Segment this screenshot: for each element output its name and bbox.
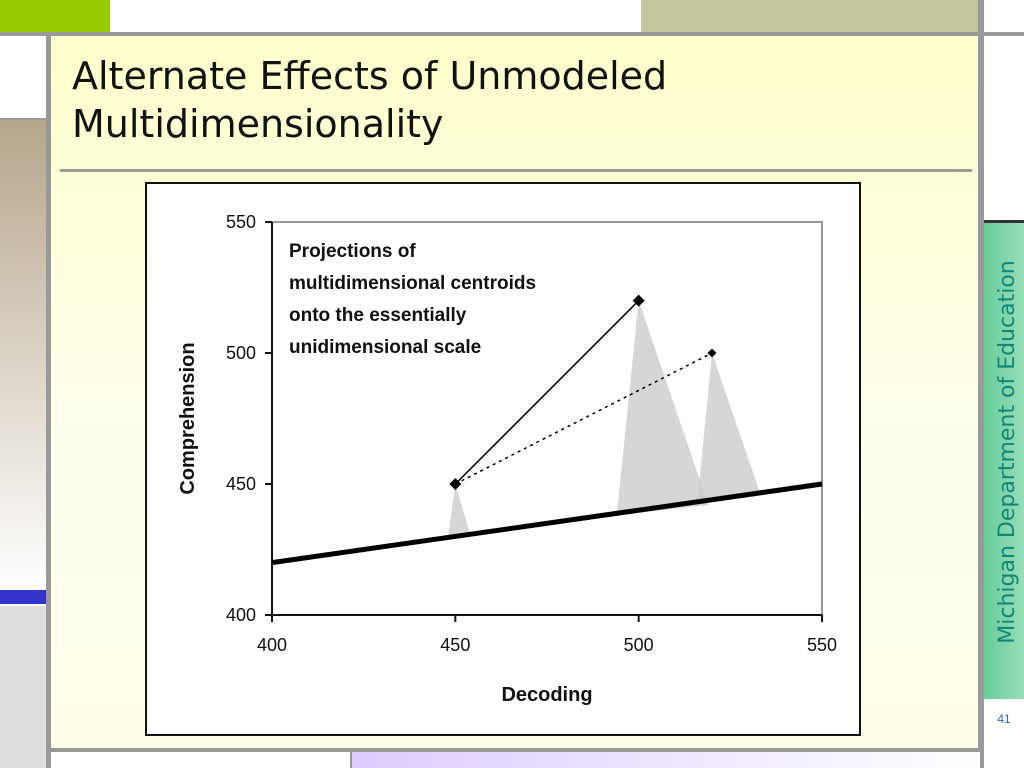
left-gradient-block xyxy=(0,120,46,590)
right-green-sidebar xyxy=(984,223,1024,699)
annotation-line-3: onto the essentially xyxy=(289,305,467,326)
x-tick-label: 400 xyxy=(257,635,287,655)
left-block-divider xyxy=(0,118,46,120)
y-axis-title: Comprehension xyxy=(177,342,199,494)
right-divider xyxy=(978,0,984,768)
top-green-bar xyxy=(0,0,110,32)
title-underline xyxy=(60,169,972,172)
x-axis-title: Decoding xyxy=(501,684,592,706)
projection-triangle-1 xyxy=(448,484,470,537)
left-blue-strip xyxy=(0,590,46,604)
annotation-line-1: Projections of xyxy=(289,241,416,262)
y-tick-label: 450 xyxy=(226,474,256,494)
organization-label: Michigan Department of Education xyxy=(995,260,1020,644)
y-tick-label: 400 xyxy=(226,605,256,625)
left-white-block xyxy=(0,36,46,118)
x-tick-label: 550 xyxy=(807,635,837,655)
right-white-block xyxy=(984,36,1024,222)
right-green-topline xyxy=(984,220,1024,223)
left-divider xyxy=(46,36,51,768)
centroid-marker-3 xyxy=(707,348,717,358)
top-white-bar xyxy=(112,0,639,32)
y-tick-label: 550 xyxy=(226,212,256,232)
solid-segment xyxy=(454,300,640,485)
top-divider xyxy=(0,32,1024,36)
centroid-marker-1 xyxy=(449,478,462,490)
y-tick-label: 500 xyxy=(226,343,256,363)
unidimensional-scale-line xyxy=(271,481,823,566)
x-tick-label: 450 xyxy=(440,635,470,655)
bottom-divider xyxy=(51,748,978,752)
dotted-segment xyxy=(454,352,713,485)
x-tick-label: 500 xyxy=(624,635,654,655)
projection-triangle-2 xyxy=(616,300,709,516)
bottom-lavender-bar xyxy=(350,752,980,768)
centroid-marker-2 xyxy=(632,294,645,307)
chart-frame: 400 450 500 550 400 450 500 550 Decoding Comprehe… xyxy=(145,182,861,736)
projection-triangle-3 xyxy=(697,353,760,503)
annotation-line-2: multidimensional centroids xyxy=(289,273,536,294)
chart-svg: 400 450 500 550 400 450 500 550 Decoding Comprehe… xyxy=(177,212,837,706)
slide-title: Alternate Effects of Unmodeled Multidime… xyxy=(72,54,668,146)
annotation-line-4: unidimensional scale xyxy=(289,337,481,358)
left-gray-block xyxy=(0,606,46,768)
slide-number: 41 xyxy=(997,712,1011,726)
top-olive-bar xyxy=(641,0,978,32)
